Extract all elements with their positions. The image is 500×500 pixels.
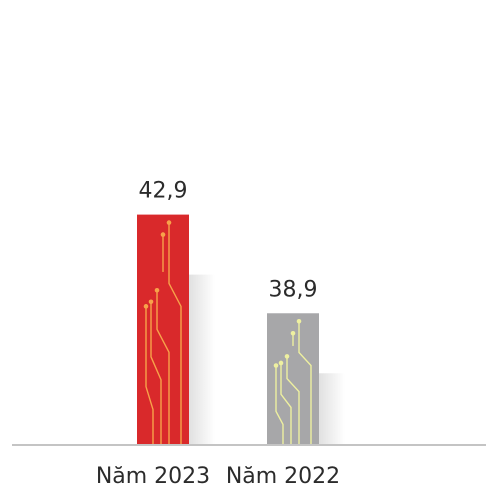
value-label: 42,9 [139,179,188,204]
value-label: 38,9 [269,277,318,302]
bar-shadow [189,274,215,444]
circuit-line [145,306,154,444]
circuit-node [154,288,160,293]
bar-shadow [319,373,345,444]
circuit-node [296,318,302,324]
circuit-node [284,354,290,359]
circuit-line [150,301,162,444]
circuit-line [168,222,182,444]
circuit-node [273,363,279,368]
circuit-node [143,304,149,309]
circuit-node [160,232,166,237]
circuit-line [156,290,170,444]
circuit-line [280,362,292,444]
circuit-line [298,321,312,444]
circuit-line [286,356,300,444]
circuit-node [278,360,284,366]
circuit-line [275,365,284,444]
x-tick-label: Năm 2023 [96,464,210,489]
x-tick-label: Năm 2022 [226,464,340,489]
circuit-node [290,330,296,336]
circuit-node [166,220,172,225]
circuit-node [148,299,154,305]
